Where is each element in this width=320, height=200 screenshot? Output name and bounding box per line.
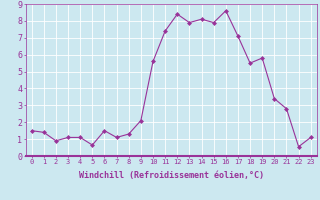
X-axis label: Windchill (Refroidissement éolien,°C): Windchill (Refroidissement éolien,°C) (79, 171, 264, 180)
